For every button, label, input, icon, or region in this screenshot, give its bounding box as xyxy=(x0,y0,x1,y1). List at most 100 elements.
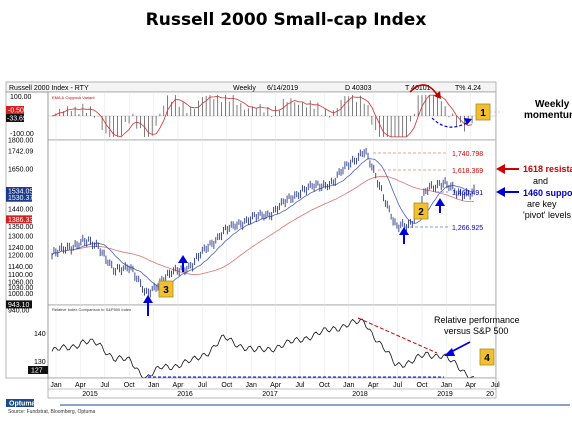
brand-label: Optuma xyxy=(9,401,36,408)
badge-4-label: 4 xyxy=(484,353,490,364)
price-y-label: 1030.00 xyxy=(8,285,33,292)
x-tick-label: Jul xyxy=(393,382,402,389)
price-y-label: 1530.37 xyxy=(8,195,33,202)
momentum-value-box xyxy=(6,106,24,114)
price-y-label: 1650.00 xyxy=(8,166,33,173)
relative-downtrend-line xyxy=(357,317,438,354)
price-y-label: 943.10 xyxy=(8,302,30,309)
price-y-label: 1000.00 xyxy=(8,291,33,298)
x-axis-frame xyxy=(47,377,497,399)
page-title: Russell 2000 Small-cap Index xyxy=(145,10,427,30)
relative-label-140: 140 xyxy=(34,331,46,338)
price-y-label: 940.00 xyxy=(8,308,30,315)
momentum-annotation-line1: Weekly xyxy=(535,99,570,110)
x-tick-label: Oct xyxy=(417,382,428,389)
pivot-annotation-line3: 1460 support xyxy=(523,188,572,198)
pivot-annotation-line5: 'pivot' levels xyxy=(523,210,571,220)
frequency-label: Weekly xyxy=(233,85,256,92)
badge-2 xyxy=(413,202,429,220)
price-y-label: 1140.00 xyxy=(8,264,33,271)
price-y-label: 1240.00 xyxy=(8,245,33,252)
x-axis-months: Jan Apr Jul Oct Jan Apr Jul Oct Jan Apr Jul Oct Jan A… xyxy=(50,382,500,389)
support-arrowhead xyxy=(496,187,505,197)
level-label-1460: 1,460.491 xyxy=(452,190,483,197)
x-tick-label: Jul xyxy=(198,382,207,389)
brand-logo xyxy=(6,399,34,407)
price-y-label: 1100.00 xyxy=(8,272,33,279)
price-arrow-2 xyxy=(178,255,188,272)
price-panel xyxy=(47,139,497,306)
level-label-1266: 1,266.925 xyxy=(452,225,483,232)
pivot-annotation-line2: and xyxy=(533,176,548,186)
level-label-1618: 1,618.369 xyxy=(452,168,483,175)
x-tick-label: Oct xyxy=(221,382,232,389)
price-value-box xyxy=(6,193,32,202)
badge-2-label: 2 xyxy=(418,207,424,218)
relative-annotation-line1: Relative performance xyxy=(434,315,520,325)
x-tick-label: Jan xyxy=(50,382,61,389)
resistance-arrowhead xyxy=(496,164,505,174)
momentum-signal-box xyxy=(6,114,24,122)
x-tick-label: Oct xyxy=(319,382,330,389)
momentum-red-arrow xyxy=(409,84,439,97)
price-arrow-1 xyxy=(143,295,153,316)
price-y-label: 1200.00 xyxy=(8,253,33,260)
badge-3 xyxy=(158,280,174,298)
relative-panel xyxy=(47,304,497,379)
price-y-label: 1534.05 xyxy=(8,189,33,196)
price-y-label: 1440.00 xyxy=(8,207,33,214)
price-y-label: 1060.00 xyxy=(8,279,33,286)
momentum-label-current: -0.50 xyxy=(8,108,24,115)
x-year-label: 2019 xyxy=(437,391,453,398)
price-y-label: 1742.09 xyxy=(8,149,33,156)
relative-label-130: 130 xyxy=(34,359,46,366)
badge-4 xyxy=(479,348,495,366)
price-arrow-3 xyxy=(399,227,409,244)
momentum-histogram xyxy=(55,95,473,137)
t-pct-label: T% 4.24 xyxy=(455,85,481,92)
momentum-red-arrowhead xyxy=(434,91,441,99)
price-value-box xyxy=(6,215,32,224)
momentum-label-signal: -33.69 xyxy=(7,116,27,123)
badge-3-label: 3 xyxy=(163,285,169,296)
momentum-annotation-line2: momentum xyxy=(524,110,572,121)
x-tick-label: Jul xyxy=(296,382,305,389)
badge-1-label: 1 xyxy=(480,108,486,119)
relative-arrowhead xyxy=(444,348,455,356)
ticker-label: Russell 2000 Index - RTY xyxy=(9,85,89,92)
x-tick-label: Apr xyxy=(173,382,185,389)
momentum-blue-arrow xyxy=(431,117,469,128)
relative-line xyxy=(51,318,475,379)
momentum-label-100: 100.00 xyxy=(10,94,32,101)
x-tick-label: Jan xyxy=(441,382,452,389)
ma-red-line xyxy=(51,175,475,275)
t-code-label: T 40101 xyxy=(405,85,431,92)
price-y-label: 1800.00 xyxy=(8,138,33,145)
price-value-box xyxy=(6,187,32,196)
momentum-label-neg100: -100.00 xyxy=(10,131,34,138)
ma-blue-line xyxy=(51,158,474,288)
level-label-1740: 1,740.798 xyxy=(452,151,483,158)
x-axis-years: 2015 2016 2017 2018 2019 20 xyxy=(82,391,494,398)
relative-legend: Relative Index Comparison to S&P500 Inde… xyxy=(52,307,131,312)
x-tick-label: Apr xyxy=(465,382,477,389)
relative-value-box xyxy=(28,366,48,374)
price-bars xyxy=(51,147,475,298)
x-tick-label: Jul xyxy=(100,382,109,389)
x-year-label: 20 xyxy=(486,391,494,398)
momentum-line xyxy=(51,94,473,138)
price-y-label: 1350.00 xyxy=(8,224,33,231)
x-year-label: 2015 xyxy=(82,391,98,398)
price-y-label: 1386.33 xyxy=(8,217,33,224)
x-tick-label: Apr xyxy=(75,382,87,389)
x-tick-label: Jan xyxy=(246,382,257,389)
x-tick-label: Jul xyxy=(491,382,500,389)
x-tick-label: Jan xyxy=(148,382,159,389)
pivot-annotation-line4: are key xyxy=(527,199,557,209)
x-year-label: 2018 xyxy=(352,391,368,398)
relative-label-current: 127 xyxy=(31,368,43,375)
x-tick-label: Jan xyxy=(343,382,354,389)
momentum-legend: EMA & Coppock Variant xyxy=(52,95,96,100)
